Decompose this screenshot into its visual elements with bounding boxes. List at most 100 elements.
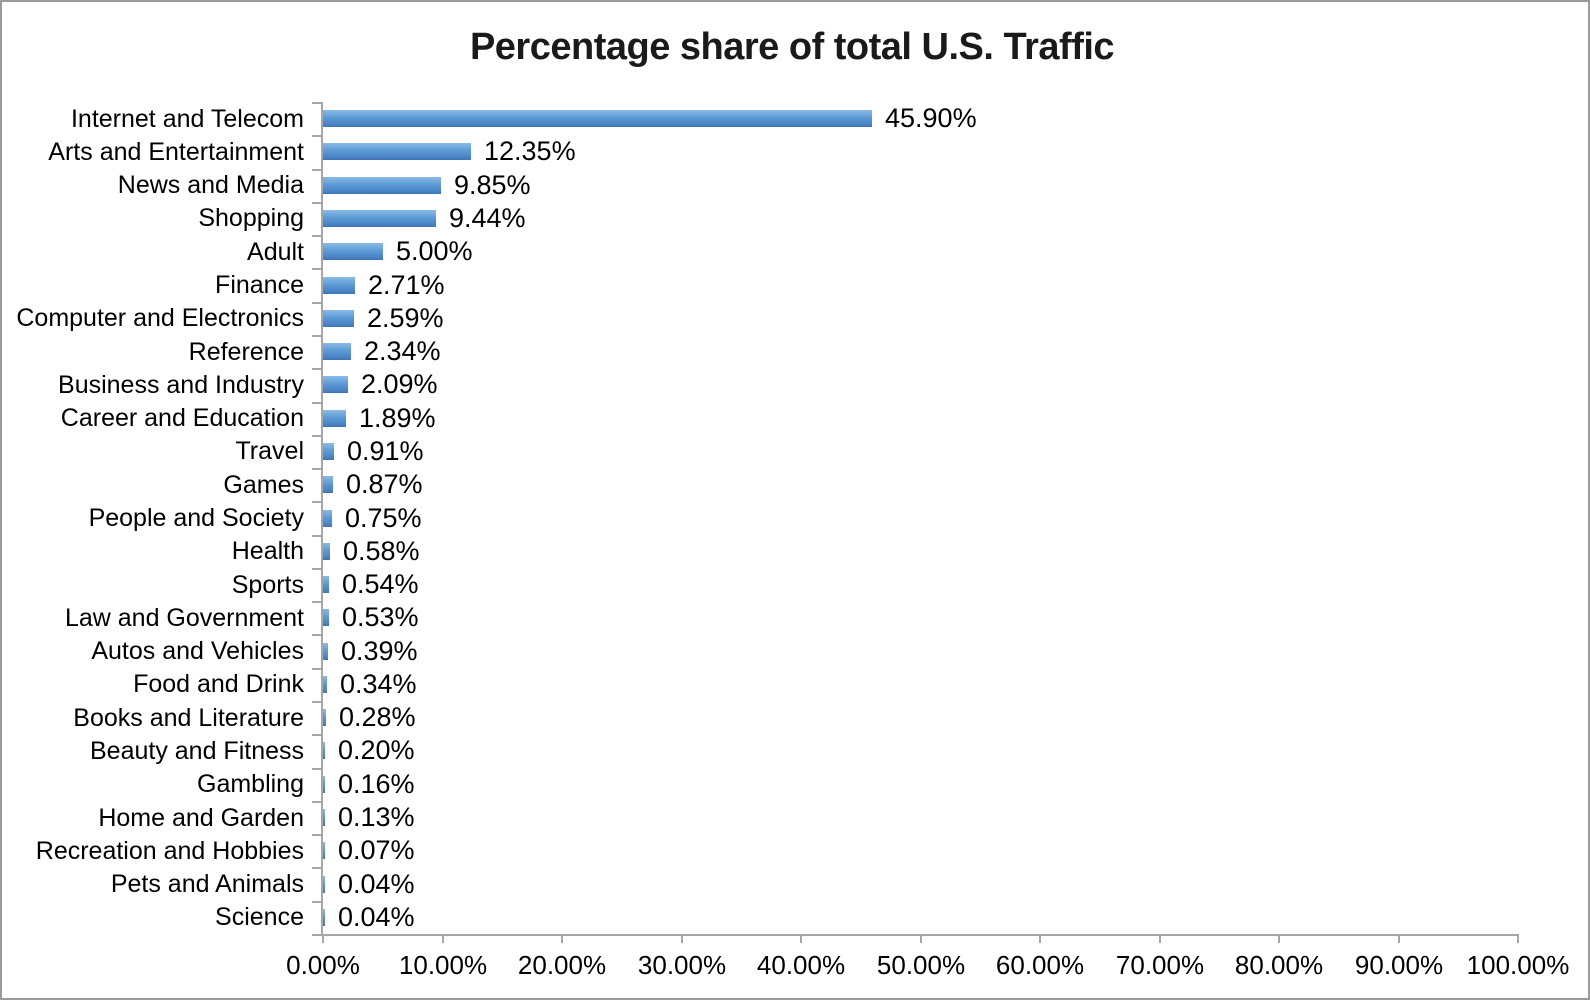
value-label: 2.59%	[367, 303, 444, 333]
y-axis-tick	[312, 701, 322, 703]
value-label: 0.91%	[347, 436, 424, 466]
value-label: 9.85%	[454, 170, 531, 200]
y-axis-tick	[312, 169, 322, 171]
value-label: 0.04%	[338, 869, 415, 899]
category-label: Arts and Entertainment	[48, 138, 304, 166]
category-label: Science	[215, 903, 304, 931]
y-axis-tick	[312, 268, 322, 270]
value-label: 0.54%	[342, 569, 419, 599]
value-label: 0.39%	[341, 636, 418, 666]
value-label: 2.71%	[368, 270, 445, 300]
value-label: 0.13%	[338, 802, 415, 832]
y-axis-tick	[312, 135, 322, 137]
bar	[323, 143, 471, 160]
y-axis-tick	[312, 634, 322, 636]
value-label: 0.34%	[340, 669, 417, 699]
bar	[323, 343, 351, 360]
y-axis-tick	[312, 235, 322, 237]
bar	[323, 277, 356, 294]
category-label: Reference	[188, 338, 304, 366]
category-label: News and Media	[117, 171, 304, 199]
x-axis-tick	[1039, 934, 1041, 943]
bar	[323, 676, 328, 693]
category-label: Health	[231, 537, 304, 565]
category-label: Travel	[235, 437, 304, 465]
category-label: Sports	[231, 571, 304, 599]
y-axis-tick	[312, 202, 322, 204]
category-label: Finance	[215, 271, 304, 299]
category-label: Career and Education	[60, 404, 304, 432]
y-axis-tick	[312, 867, 322, 869]
bar	[323, 177, 441, 194]
y-axis-tick	[312, 734, 322, 736]
x-axis-tick	[681, 934, 683, 943]
value-label: 0.75%	[345, 503, 422, 533]
bar	[323, 376, 348, 393]
value-label: 0.28%	[339, 702, 416, 732]
category-label: Recreation and Hobbies	[35, 837, 304, 865]
x-axis-line	[321, 934, 1519, 936]
value-label: 0.87%	[346, 469, 423, 499]
value-label: 0.53%	[342, 602, 419, 632]
x-axis-tick	[322, 934, 324, 943]
value-label: 0.58%	[343, 536, 420, 566]
category-label: Internet and Telecom	[70, 105, 304, 133]
category-label: Autos and Vehicles	[91, 637, 304, 665]
bar	[323, 576, 330, 593]
category-label: Business and Industry	[58, 371, 304, 399]
y-axis-tick	[312, 568, 322, 570]
bar	[323, 742, 326, 759]
bar	[323, 476, 334, 493]
bar	[323, 510, 332, 527]
y-axis-tick	[312, 601, 322, 603]
x-axis-tick	[920, 934, 922, 943]
x-tick-label: 90.00%	[1354, 950, 1444, 980]
x-tick-label: 40.00%	[756, 950, 846, 980]
bar	[323, 210, 436, 227]
category-label: Games	[223, 471, 304, 499]
category-label: Beauty and Fitness	[89, 737, 304, 765]
category-label: Adult	[247, 238, 304, 266]
value-label: 0.16%	[338, 769, 415, 799]
x-tick-label: 20.00%	[517, 950, 607, 980]
chart-title: Percentage share of total U.S. Traffic	[469, 26, 1115, 68]
value-label: 1.89%	[359, 403, 436, 433]
category-label: Shopping	[198, 204, 304, 232]
y-axis-tick	[312, 501, 322, 503]
y-axis-tick	[312, 402, 322, 404]
bar	[323, 876, 325, 893]
bar	[323, 709, 327, 726]
x-axis-tick	[561, 934, 563, 943]
x-axis-tick	[442, 934, 444, 943]
y-axis-tick	[312, 335, 322, 337]
y-axis-tick	[312, 801, 322, 803]
x-axis-tick	[1517, 934, 1519, 943]
category-label: Books and Literature	[73, 704, 304, 732]
y-axis-tick	[312, 102, 322, 104]
y-axis-tick	[312, 668, 322, 670]
bar	[323, 643, 328, 660]
x-tick-label: 100.00%	[1466, 950, 1570, 980]
bar	[323, 410, 346, 427]
bar	[323, 809, 325, 826]
bar	[323, 310, 354, 327]
bar	[323, 909, 325, 926]
value-label: 0.07%	[338, 835, 415, 865]
x-tick-label: 60.00%	[995, 950, 1085, 980]
bar	[323, 243, 383, 260]
x-tick-label: 80.00%	[1234, 950, 1324, 980]
value-label: 0.04%	[338, 902, 415, 932]
value-label: 9.44%	[449, 203, 526, 233]
bar	[323, 543, 330, 560]
category-label: Computer and Electronics	[16, 304, 304, 332]
y-axis-tick	[312, 468, 322, 470]
x-tick-label: 30.00%	[637, 950, 727, 980]
value-label: 2.09%	[361, 369, 438, 399]
y-axis-tick	[312, 302, 322, 304]
y-axis-tick	[312, 368, 322, 370]
y-axis-tick	[312, 834, 322, 836]
category-label: Food and Drink	[133, 670, 304, 698]
x-tick-label: 0.00%	[286, 950, 360, 980]
bar	[323, 842, 325, 859]
